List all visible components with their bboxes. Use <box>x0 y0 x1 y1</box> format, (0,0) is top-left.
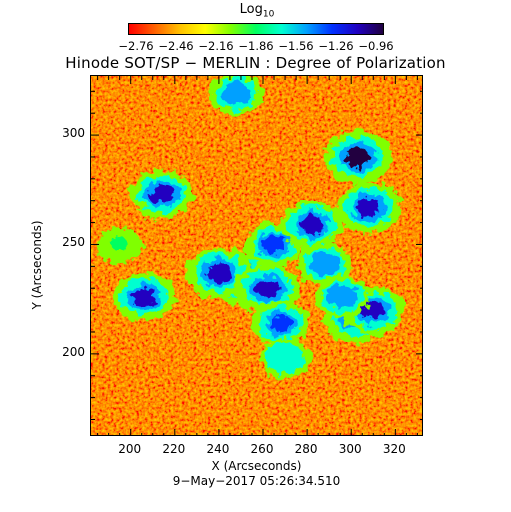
polarization-patch <box>270 315 292 332</box>
colorbar <box>128 23 384 35</box>
polarization-patch <box>345 147 371 167</box>
x-tick-label: 320 <box>382 442 406 456</box>
polarization-patch <box>226 85 247 102</box>
colorbar-tick-label: −1.86 <box>238 39 274 53</box>
polarization-patch <box>111 237 129 251</box>
polarization-patch <box>356 198 381 217</box>
heatmap-features <box>96 76 405 379</box>
colorbar-tick-label: −2.46 <box>158 39 194 53</box>
polarization-patch <box>150 185 174 204</box>
y-axis-label: Y (Arcseconds) <box>30 220 44 310</box>
axis-ticks <box>91 76 422 435</box>
colorbar-tick-label: −0.96 <box>358 39 394 53</box>
y-tick-label: 300 <box>62 126 85 141</box>
y-tick-label: 250 <box>62 235 85 250</box>
chart-title: Hinode SOT/SP − MERLIN : Degree of Polar… <box>65 54 446 72</box>
polarization-patch <box>263 236 285 253</box>
colorbar-label-text: Log <box>239 2 263 17</box>
polarization-patch <box>255 278 280 298</box>
colorbar-tick-label: −2.76 <box>118 39 154 53</box>
y-tick-label: 200 <box>62 344 85 359</box>
plot-area <box>90 75 423 436</box>
x-tick-label: 200 <box>118 442 142 456</box>
observation-timestamp: 9−May−2017 05:26:34.510 <box>172 474 341 488</box>
polarization-patch <box>361 301 385 319</box>
x-axis-label: X (Arcseconds) <box>211 459 302 473</box>
heatmap <box>91 76 422 435</box>
colorbar-tick-label: −2.16 <box>198 39 234 53</box>
colorbar-label: Log10 <box>130 2 384 20</box>
colorbar-ticks: −2.76 −2.46 −2.16 −1.86 −1.56 −1.26 −0.96 <box>0 39 511 53</box>
polarization-patch <box>314 256 335 272</box>
polarization-patch <box>332 289 353 305</box>
polarization-patch <box>206 263 231 283</box>
polarization-patch <box>300 215 324 234</box>
x-tick-label: 280 <box>294 442 318 456</box>
colorbar-tick-label: −1.26 <box>318 39 354 53</box>
x-tick-label: 260 <box>250 442 274 456</box>
x-tick-label: 220 <box>162 442 186 456</box>
polarization-patch <box>132 288 156 306</box>
x-tick-label: 300 <box>338 442 362 456</box>
colorbar-tick-label: −1.56 <box>278 39 314 53</box>
polarization-patch <box>275 350 295 366</box>
x-tick-label: 240 <box>206 442 230 456</box>
colorbar-label-subscript: 10 <box>262 9 275 20</box>
